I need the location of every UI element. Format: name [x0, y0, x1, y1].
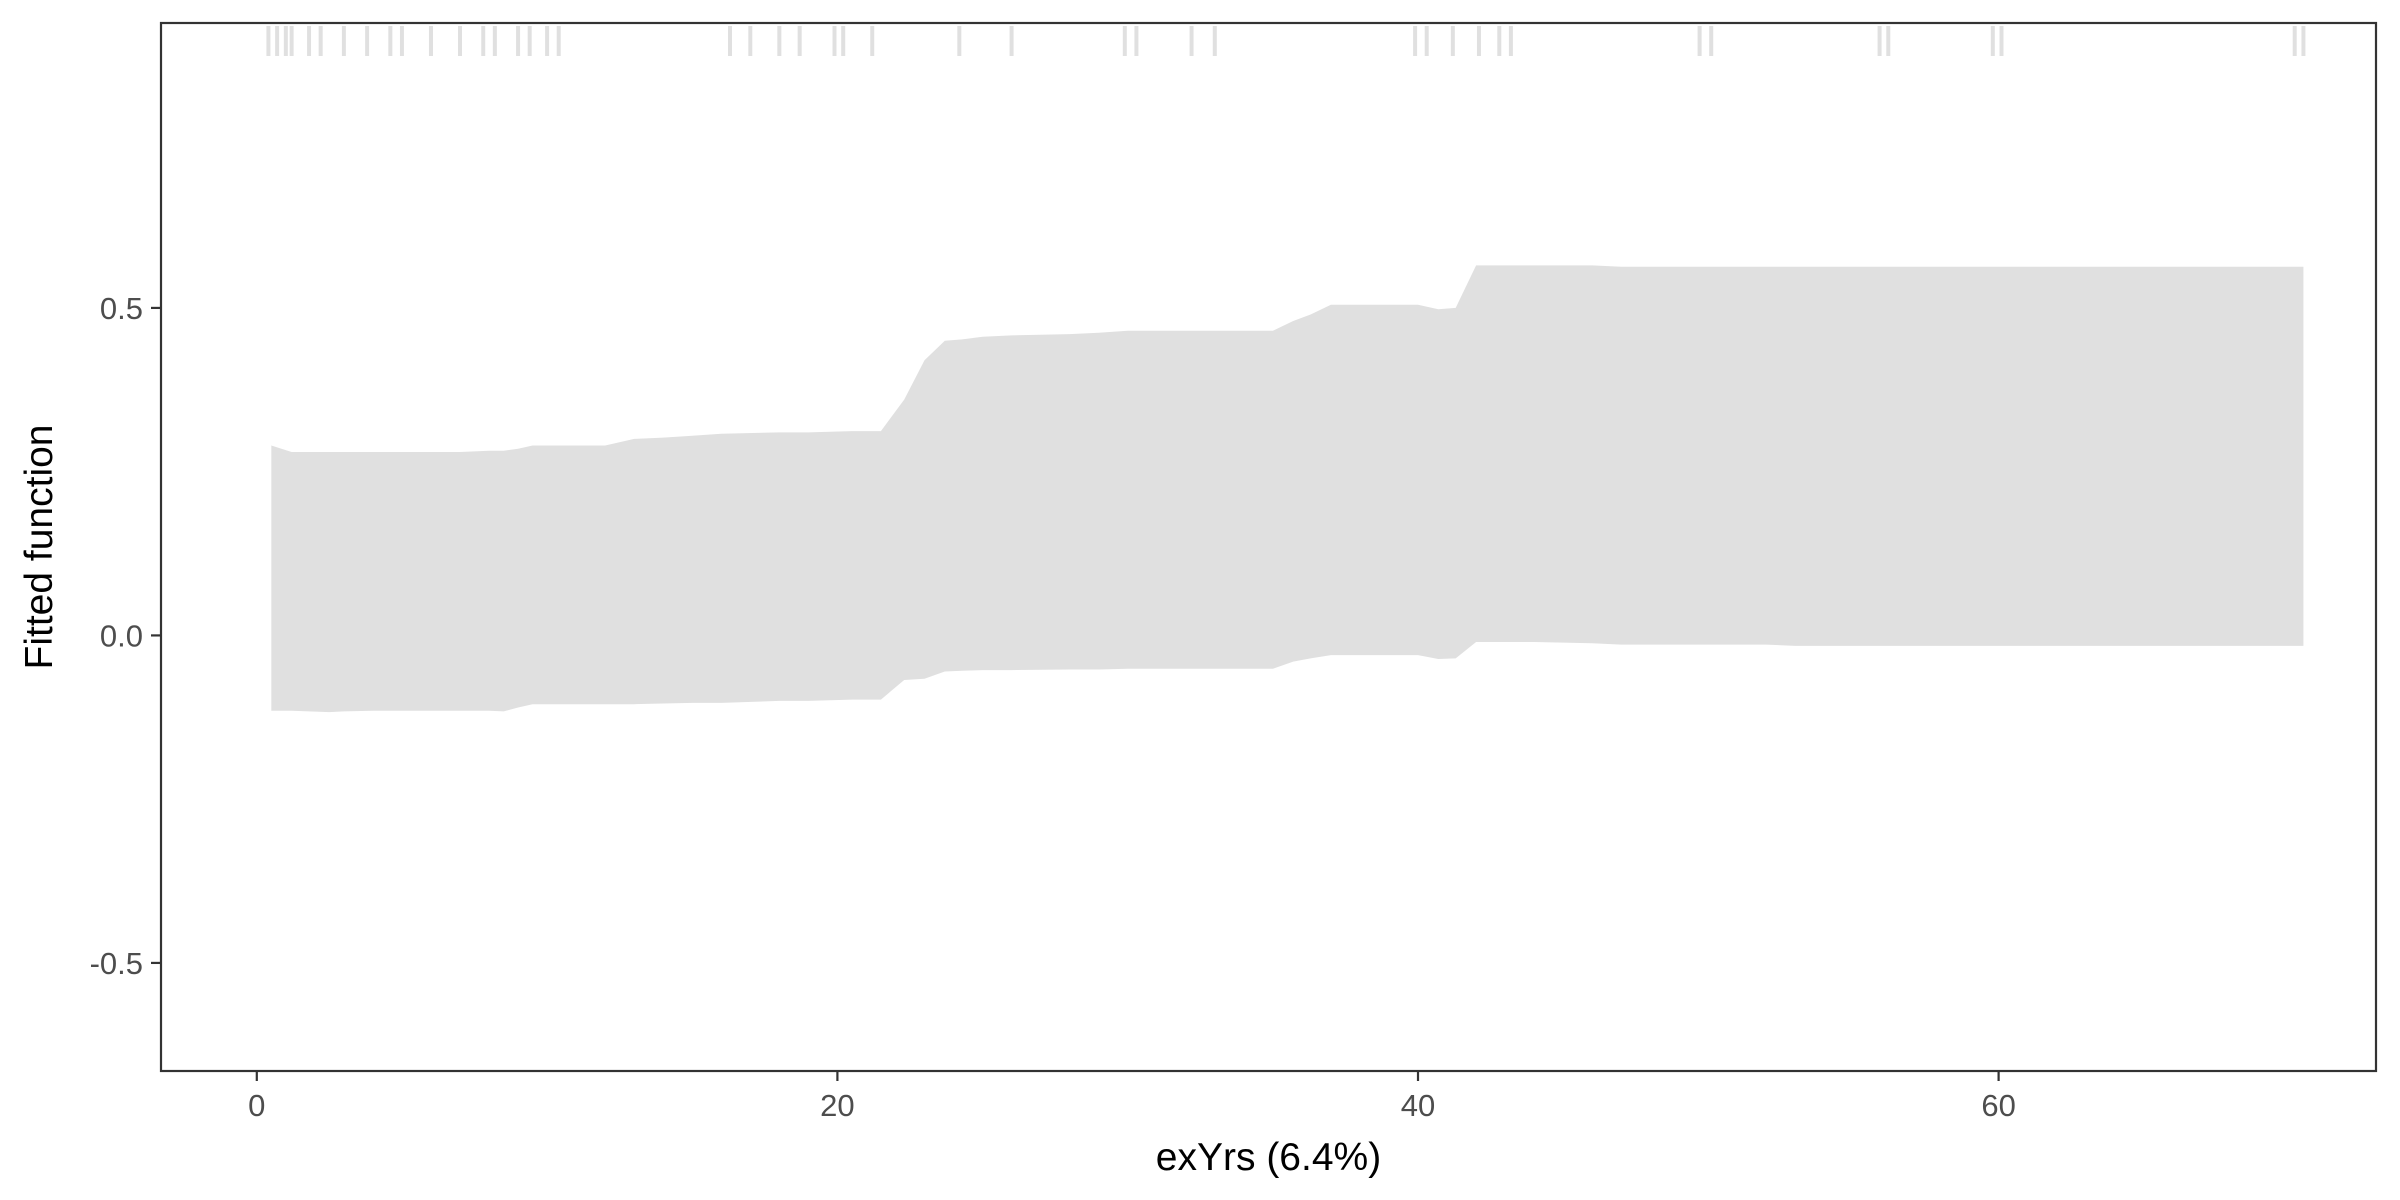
x-tick-label: 40 [1401, 1088, 1435, 1123]
x-tick-label: 0 [248, 1088, 265, 1123]
rug-layer [266, 26, 2306, 56]
plot-panel-border [159, 21, 2378, 1073]
x-tick-label: 20 [820, 1088, 854, 1123]
confidence-band [271, 265, 2304, 713]
y-axis: -0.5 0.0 0.5 [90, 291, 161, 981]
x-axis-title: exYrs (6.4%) [1156, 1136, 1381, 1179]
confidence-band-layer [271, 265, 2304, 713]
y-tick-label: 0.0 [100, 618, 143, 653]
x-tick-label: 60 [1981, 1088, 2015, 1123]
x-axis: 0 20 40 60 [248, 1071, 2016, 1123]
y-tick-label: -0.5 [90, 946, 143, 981]
y-tick-label: 0.5 [100, 291, 143, 326]
y-axis-title: Fitted function [18, 425, 61, 670]
